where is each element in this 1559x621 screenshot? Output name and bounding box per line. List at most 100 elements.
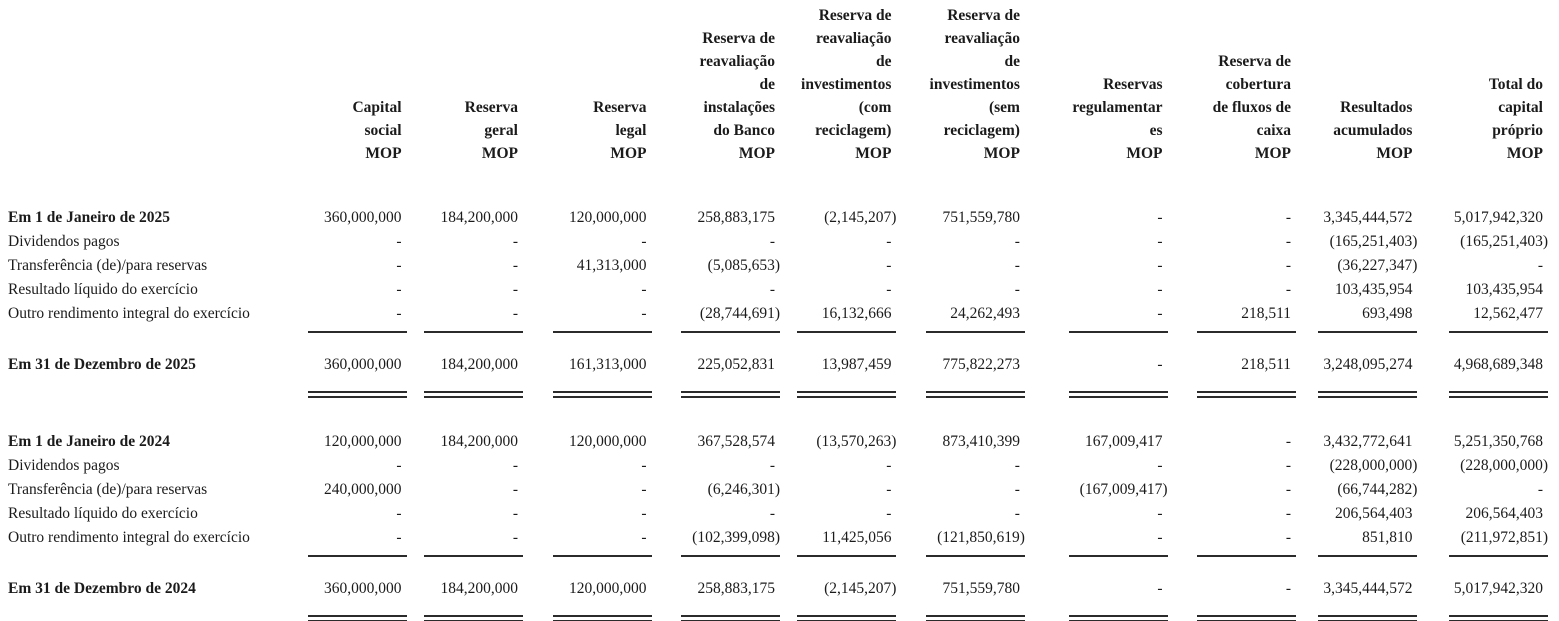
table-row: Transferência (de)/para reservas - - 41,313… [8, 251, 1549, 275]
column-header-line: (sem [988, 99, 1020, 116]
header-gap [8, 165, 1549, 203]
rule-cell-total-capital-proprio [1418, 323, 1549, 333]
column-header-line: MOP [365, 145, 402, 162]
column-header-line: Reserva de [947, 7, 1020, 24]
rule-cell-reserva-reavaliacao-investimentos-com-reciclagem [781, 602, 897, 621]
single-rule [1068, 555, 1168, 557]
column-header-line: Capital [352, 99, 402, 116]
row-label: Outro rendimento integral do exercício [8, 305, 250, 322]
value-cell: - [886, 481, 892, 498]
value-cell: - [886, 505, 892, 522]
single-rule-row [8, 547, 1549, 557]
column-header-reserva-legal: Reserva legal MOP [524, 4, 653, 165]
single-rule [1449, 555, 1548, 557]
column-header-line: cobertura [1225, 76, 1291, 93]
value-cell: - [886, 257, 892, 274]
single-rule [1318, 555, 1418, 557]
value-cell: 218,511 [1241, 305, 1291, 322]
column-header-reservas-regulamentares: Reservas regulamentar es MOP [1026, 4, 1169, 165]
value-cell: - [512, 457, 518, 474]
value-cell: 4,968,689,348 [1453, 356, 1543, 373]
value-cell: 120,000,000 [569, 209, 647, 226]
value-cell: (6,246,301) [707, 481, 780, 498]
single-rule [307, 331, 407, 333]
value-cell: - [1157, 356, 1163, 373]
column-header-line: MOP [1376, 145, 1413, 162]
rule-cell-resultados-acumulados [1297, 602, 1418, 621]
double-rule [797, 615, 897, 621]
column-header-line: MOP [481, 145, 518, 162]
value-cell: 3,345,444,572 [1323, 209, 1413, 226]
value-cell: 3,345,444,572 [1323, 580, 1413, 597]
value-cell: - [769, 505, 775, 522]
value-cell: - [512, 233, 518, 250]
rule-cell-resultados-acumulados [1297, 323, 1418, 333]
column-header-line: regulamentar [1072, 99, 1163, 116]
value-cell: 13,987,459 [821, 356, 892, 373]
rule-cell-reserva-reavaliacao-investimentos-sem-reciclagem [897, 602, 1026, 621]
value-cell: (167,009,417) [1079, 481, 1168, 498]
rule-row-label-cell [8, 602, 295, 621]
value-cell: - [396, 257, 402, 274]
rule-cell-reserva-legal [524, 323, 653, 333]
column-header-line: MOP [855, 145, 892, 162]
single-rule-row [8, 323, 1549, 333]
double-rule [1197, 391, 1296, 398]
column-header-reserva-geral: Reserva geral MOP [408, 4, 524, 165]
table-row: Em 1 de Janeiro de 2024 120,000,000 184,20… [8, 427, 1549, 451]
value-cell: - [396, 305, 402, 322]
single-rule [797, 555, 897, 557]
value-cell: - [1157, 233, 1163, 250]
value-cell: - [396, 457, 402, 474]
double-rule [1068, 615, 1168, 621]
double-rule-row [8, 378, 1549, 398]
table-header: Capital social MOP Reserva geral MOP Reserva le… [8, 4, 1549, 165]
table-row: Em 1 de Janeiro de 2025 360,000,000 184,20… [8, 203, 1549, 227]
double-rule [1318, 615, 1418, 621]
value-cell: - [769, 457, 775, 474]
column-header-line: investimentos [929, 76, 1020, 93]
column-header-line: MOP [1126, 145, 1163, 162]
closing-balance-row: Em 31 de Dezembro de 2024 360,000,000 184,… [8, 557, 1549, 602]
rule-cell-reserva-cobertura-fluxos-caixa [1169, 602, 1298, 621]
value-cell: 218,511 [1241, 356, 1291, 373]
single-rule [424, 331, 523, 333]
rule-row-label-cell [8, 547, 295, 557]
rule-cell-reserva-reavaliacao-instalacoes-banco [653, 602, 782, 621]
value-cell: - [1157, 505, 1163, 522]
double-rule [1318, 391, 1418, 398]
rule-cell-reserva-reavaliacao-investimentos-com-reciclagem [781, 547, 897, 557]
value-cell: 367,528,574 [697, 433, 776, 450]
rule-cell-reserva-reavaliacao-investimentos-com-reciclagem [781, 378, 897, 398]
value-cell: - [641, 305, 647, 322]
column-header-line: Reserva de [702, 30, 775, 47]
column-header-line: reavaliação [944, 30, 1020, 47]
single-rule [307, 555, 407, 557]
header-gap-cell [8, 165, 1549, 203]
value-cell: - [1285, 529, 1291, 546]
column-header-line: de fluxos de [1212, 99, 1291, 116]
table-row: Outro rendimento integral do exercício - -… [8, 299, 1549, 323]
value-cell: - [641, 233, 647, 250]
value-cell: (211,972,851) [1460, 529, 1548, 546]
rule-cell-reserva-reavaliacao-instalacoes-banco [653, 378, 782, 398]
value-cell: 184,200,000 [440, 433, 519, 450]
single-rule [424, 555, 523, 557]
column-header-reserva-cobertura-fluxos-caixa: Reserva de cobertura de fluxos de caixa MOP [1169, 4, 1298, 165]
column-header-line: reciclagem) [943, 122, 1020, 139]
row-label: Dividendos pagos [8, 233, 120, 250]
value-cell: - [1285, 281, 1291, 298]
rule-cell-reservas-regulamentares [1026, 602, 1169, 621]
column-header-line: instalações [703, 99, 775, 116]
rule-cell-reserva-legal [524, 378, 653, 398]
rule-cell-reserva-reavaliacao-investimentos-sem-reciclagem [897, 547, 1026, 557]
value-cell: (28,744,691) [699, 305, 780, 322]
column-header-line: capital [1498, 99, 1543, 116]
value-cell: - [1014, 257, 1020, 274]
value-cell: (228,000,000) [1329, 457, 1418, 474]
value-cell: (102,399,098) [692, 529, 780, 546]
value-cell: - [641, 281, 647, 298]
row-label: Transferência (de)/para reservas [8, 257, 208, 274]
section-gap-cell [8, 398, 1549, 427]
double-rule [424, 391, 523, 398]
